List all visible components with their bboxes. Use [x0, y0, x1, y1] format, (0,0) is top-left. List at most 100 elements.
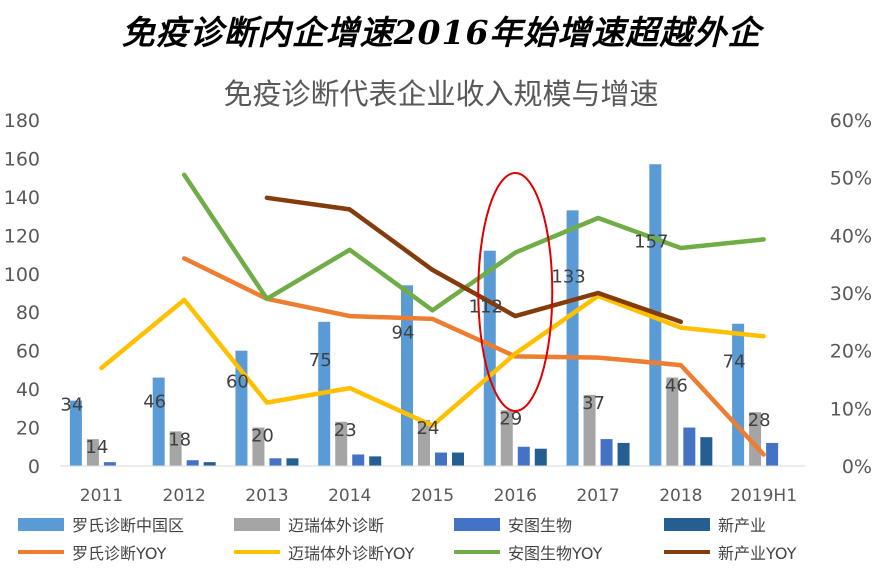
y-left-tick-label: 0 [28, 456, 40, 478]
highlight-ellipse [477, 172, 554, 412]
y-left-tick-label: 60 [16, 341, 40, 363]
legend-label: 安图生物YOY [508, 544, 603, 563]
x-tick-label: 2019H1 [730, 486, 797, 506]
legend-item: 安图生物 [454, 512, 572, 536]
y-right-tick-label: 10% [830, 398, 872, 420]
legend-swatch [234, 517, 280, 531]
bar-2-2018 [683, 427, 696, 466]
legend-item: 新产业 [664, 512, 766, 536]
bar-1-2014 [335, 421, 348, 466]
legend-item: 迈瑞体外诊断YOY [234, 540, 414, 564]
line-series-0 [181, 256, 766, 457]
data-label: 75 [309, 350, 332, 371]
y-right-tick-label: 40% [830, 225, 872, 247]
legend-swatch [454, 517, 500, 531]
legend-swatch [18, 550, 64, 554]
data-label: 133 [551, 266, 585, 287]
data-label: 37 [582, 393, 605, 414]
data-label: 23 [334, 420, 357, 441]
y-right-tick-label: 60% [830, 110, 872, 132]
bar-3-2015 [452, 452, 464, 466]
bar-2-2016 [517, 446, 530, 466]
bar-0-2011 [69, 400, 82, 466]
legend-label: 罗氏诊断中国区 [72, 516, 185, 535]
bar-1-2017 [583, 394, 596, 466]
bar-0-2015 [401, 285, 413, 466]
legend-swatch [454, 550, 500, 554]
bar-2-2019H1 [766, 442, 779, 466]
legend: 罗氏诊断中国区 迈瑞体外诊断 安图生物 新产业罗氏诊断YOY 迈瑞体外诊断YOY 安图生物… [0, 508, 883, 568]
bar-0-2019H1 [732, 323, 745, 466]
data-label: 74 [723, 351, 746, 372]
y-right-tick-label: 30% [830, 283, 872, 305]
bar-3-2014 [369, 456, 382, 466]
x-tick-label: 2018 [659, 486, 702, 506]
bar-3-2016 [534, 448, 547, 466]
bar-1-2011 [86, 439, 99, 466]
data-label: 20 [251, 426, 274, 447]
data-label: 18 [168, 429, 191, 450]
data-label: 14 [85, 437, 108, 458]
legend-label: 安图生物 [508, 516, 573, 535]
legend-label: 新产业YOY [718, 544, 797, 563]
data-label: 28 [748, 410, 771, 431]
legend-label: 迈瑞体外诊断 [288, 516, 385, 535]
bar-1-2019H1 [749, 412, 762, 466]
legend-label: 罗氏诊断YOY [72, 544, 167, 563]
legend-item: 罗氏诊断YOY [18, 540, 166, 564]
data-label: 60 [226, 372, 249, 393]
bar-3-2018 [700, 437, 713, 466]
line-series-1 [99, 293, 766, 428]
legend-swatch [234, 550, 280, 554]
y-left-tick-label: 100 [4, 264, 40, 286]
bar-2-2013 [269, 458, 282, 466]
x-tick-label: 2017 [576, 486, 619, 506]
y-left-tick-label: 40 [16, 379, 40, 401]
bar-3-2017 [617, 442, 630, 466]
y-left-tick-label: 140 [4, 187, 40, 209]
y-left-tick-label: 160 [4, 148, 40, 170]
bar-1-2012 [169, 431, 182, 466]
chart: 免疫诊断代表企业收入规模与增速 0 20 40 60 80 100 120 140 160 180 0… [4, 77, 872, 506]
x-tick-label: 2014 [328, 486, 371, 506]
bar-2-2012 [186, 460, 199, 466]
x-tick-label: 2016 [494, 486, 537, 506]
bar-1-2016 [500, 410, 513, 466]
y-left-tick-label: 120 [4, 225, 40, 247]
y-right-tick-label: 0% [842, 456, 872, 478]
line-series-2 [181, 172, 766, 313]
y-right-tick-label: 20% [830, 341, 872, 363]
y-left-tick-label: 20 [16, 418, 40, 440]
x-tick-label: 2015 [411, 486, 454, 506]
data-label: 34 [60, 395, 83, 416]
legend-swatch [664, 517, 710, 531]
bar-1-2018 [666, 377, 679, 466]
y-right-tick-label: 50% [830, 168, 872, 190]
legend-swatch [664, 550, 710, 554]
legend-item: 罗氏诊断中国区 [18, 512, 184, 536]
bar-1-2013 [252, 427, 265, 466]
data-label: 46 [143, 392, 166, 413]
bar-2-2015 [435, 452, 447, 466]
bar-0-2012 [152, 377, 165, 466]
bar-2-2017 [600, 439, 613, 466]
y-left-tick-label: 80 [16, 302, 40, 324]
x-tick-label: 2011 [80, 486, 123, 506]
data-label: 157 [634, 232, 668, 253]
y-left-tick-label: 180 [4, 110, 40, 132]
headline: 免疫诊断内企增速2016年始增速超越外企 [121, 13, 762, 52]
legend-item: 新产业YOY [664, 540, 796, 564]
data-label: 112 [469, 297, 503, 318]
data-label: 24 [417, 418, 440, 439]
data-label: 94 [392, 322, 415, 343]
legend-swatch [18, 517, 64, 531]
bar-0-2017 [566, 210, 579, 466]
bar-1-2015 [418, 419, 430, 466]
legend-label: 新产业 [718, 516, 767, 535]
data-label: 46 [665, 376, 688, 397]
x-tick-label: 2012 [163, 486, 206, 506]
bar-2-2014 [352, 454, 365, 466]
bar-0-2013 [235, 350, 248, 466]
legend-label: 迈瑞体外诊断YOY [288, 544, 415, 563]
bar-0-2016 [483, 250, 496, 466]
